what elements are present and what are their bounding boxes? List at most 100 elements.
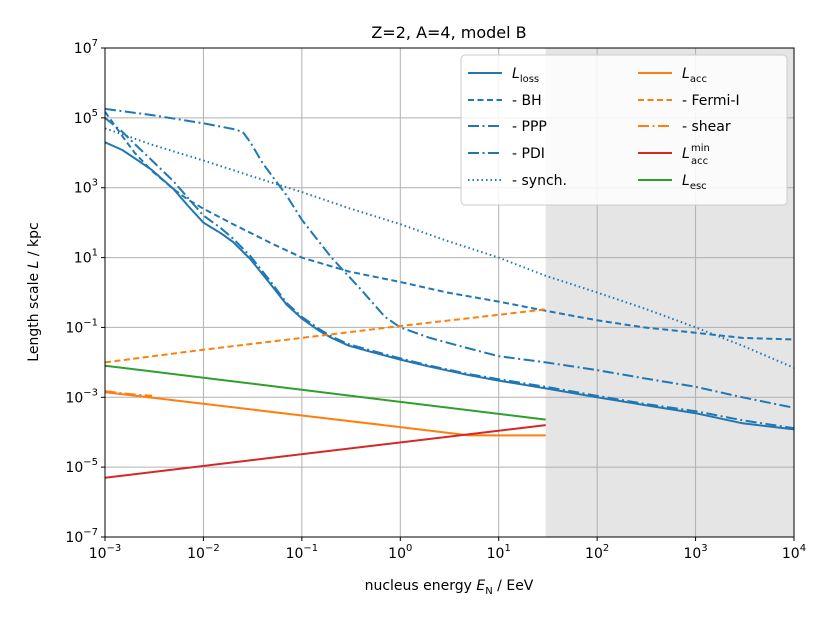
y-tick-base: 10 bbox=[65, 390, 83, 406]
legend-label-L_acc_min: Lmin acc bbox=[682, 143, 710, 167]
y-tick-base: 10 bbox=[74, 251, 92, 267]
x-tick-label: 10−2 bbox=[187, 543, 220, 562]
legend-label-PPP: - PPP bbox=[512, 119, 547, 135]
y-tick-exponent: −7 bbox=[83, 527, 98, 538]
y-tick-exponent: −5 bbox=[83, 457, 98, 468]
x-tick-base: 10 bbox=[683, 546, 701, 562]
x-tick-label: 100 bbox=[388, 543, 412, 562]
x-axis-label-sub: N bbox=[485, 586, 492, 597]
y-tick-base: 10 bbox=[65, 460, 83, 476]
y-axis-label-var: L bbox=[26, 261, 42, 269]
y-axis-label: Length scale L / kpc bbox=[26, 222, 42, 361]
chart-title: Z=2, A=4, model B bbox=[371, 23, 526, 42]
x-tick-base: 10 bbox=[585, 546, 603, 562]
y-tick-label: 10−7 bbox=[65, 527, 98, 546]
y-tick-label: 101 bbox=[74, 248, 98, 267]
legend-label-shear: - shear bbox=[682, 119, 731, 135]
y-tick-exponent: −1 bbox=[83, 317, 98, 328]
y-tick-base: 10 bbox=[74, 111, 92, 127]
legend-label-sub: acc bbox=[690, 74, 707, 85]
legend-label-text: - Fermi-I bbox=[682, 93, 740, 109]
y-tick-base: 10 bbox=[65, 530, 83, 546]
x-axis-label-text: nucleus energy bbox=[365, 578, 477, 594]
x-tick-label: 101 bbox=[487, 543, 511, 562]
series-line-L_acc_min bbox=[105, 424, 546, 479]
x-tick-exponent: 4 bbox=[800, 543, 806, 554]
series-line-shear bbox=[105, 390, 153, 397]
series-line-L_esc bbox=[105, 364, 546, 421]
x-tick-base: 10 bbox=[782, 546, 800, 562]
y-tick-exponent: 5 bbox=[92, 108, 98, 119]
legend-label-text: - synch. bbox=[512, 173, 567, 189]
x-tick-base: 10 bbox=[487, 546, 505, 562]
legend-label-L_acc: Lacc bbox=[682, 66, 707, 85]
y-tick-exponent: 1 bbox=[92, 248, 98, 259]
legend-label-var: L bbox=[682, 66, 690, 82]
x-axis-ticks: 10−3 10−2 10−1 100 101 102 103 104 bbox=[89, 537, 806, 562]
x-tick-exponent: 0 bbox=[406, 543, 412, 554]
legend-label-sup: min bbox=[691, 143, 710, 154]
plot-frame bbox=[104, 47, 795, 538]
x-tick-base: 10 bbox=[89, 546, 107, 562]
x-tick-label: 103 bbox=[683, 543, 707, 562]
legend-label-sub: loss bbox=[520, 74, 539, 85]
legend-label-sub: esc bbox=[690, 181, 707, 192]
x-tick-base: 10 bbox=[187, 546, 205, 562]
x-tick-label: 10−1 bbox=[286, 543, 319, 562]
x-axis-label-var: E bbox=[476, 578, 485, 594]
y-axis-label-unit: / kpc bbox=[26, 222, 42, 260]
y-axis-label-text: Length scale bbox=[26, 268, 42, 361]
x-tick-label: 102 bbox=[585, 543, 609, 562]
x-tick-exponent: −3 bbox=[107, 543, 122, 554]
x-tick-exponent: 1 bbox=[504, 543, 510, 554]
y-tick-exponent: 3 bbox=[92, 178, 98, 189]
y-tick-exponent: −3 bbox=[83, 387, 98, 398]
x-tick-exponent: 3 bbox=[701, 543, 707, 554]
x-tick-label: 10−3 bbox=[89, 543, 122, 562]
y-tick-label: 107 bbox=[74, 38, 98, 57]
y-tick-label: 105 bbox=[74, 108, 98, 127]
legend-label-text: - shear bbox=[682, 119, 731, 135]
y-tick-exponent: 7 bbox=[92, 38, 98, 49]
legend-label-BH: - BH bbox=[512, 93, 542, 109]
x-axis-label: nucleus energy EN / EeV bbox=[365, 578, 534, 597]
legend-frame bbox=[460, 54, 788, 206]
legend-label-Fermi-I: - Fermi-I bbox=[682, 93, 740, 109]
x-tick-exponent: −1 bbox=[303, 543, 318, 554]
x-tick-exponent: −2 bbox=[205, 543, 220, 554]
x-tick-base: 10 bbox=[286, 546, 304, 562]
x-axis-label-unit: / EeV bbox=[493, 578, 534, 594]
legend: Lloss - BH - PPP - PDI - synch. Lacc - Fe… bbox=[460, 54, 788, 206]
x-tick-base: 10 bbox=[388, 546, 406, 562]
series-line-PDI bbox=[105, 117, 794, 430]
legend-label-text: - PDI bbox=[512, 146, 545, 162]
series-line-L_loss bbox=[105, 141, 794, 431]
legend-label-text: - BH bbox=[512, 93, 542, 109]
x-tick-label: 104 bbox=[782, 543, 806, 562]
y-tick-base: 10 bbox=[74, 181, 92, 197]
series-line-BH bbox=[105, 111, 794, 341]
series-line-L_acc bbox=[105, 391, 546, 437]
legend-label-var: L bbox=[682, 173, 690, 189]
x-tick-exponent: 2 bbox=[603, 543, 609, 554]
series-line-Fermi-I bbox=[105, 308, 546, 364]
legend-label-L_esc: Lesc bbox=[682, 173, 707, 192]
y-tick-label: 10−5 bbox=[65, 457, 98, 476]
legend-label-var: L bbox=[512, 66, 520, 82]
legend-label-sub: acc bbox=[691, 156, 708, 167]
y-tick-label: 10−1 bbox=[65, 317, 98, 336]
series-group bbox=[105, 107, 794, 479]
y-tick-label: 10−3 bbox=[65, 387, 98, 406]
y-tick-base: 10 bbox=[74, 41, 92, 57]
series-line-PPP bbox=[105, 107, 794, 409]
legend-label-PDI: - PDI bbox=[512, 146, 545, 162]
y-tick-base: 10 bbox=[65, 320, 83, 336]
legend-label-synch: - synch. bbox=[512, 173, 567, 189]
legend-label-var: L bbox=[682, 146, 690, 162]
legend-label-L_loss: Lloss bbox=[512, 66, 539, 85]
y-tick-label: 103 bbox=[74, 178, 98, 197]
legend-label-text: - PPP bbox=[512, 119, 547, 135]
series-line-synch bbox=[105, 127, 794, 369]
